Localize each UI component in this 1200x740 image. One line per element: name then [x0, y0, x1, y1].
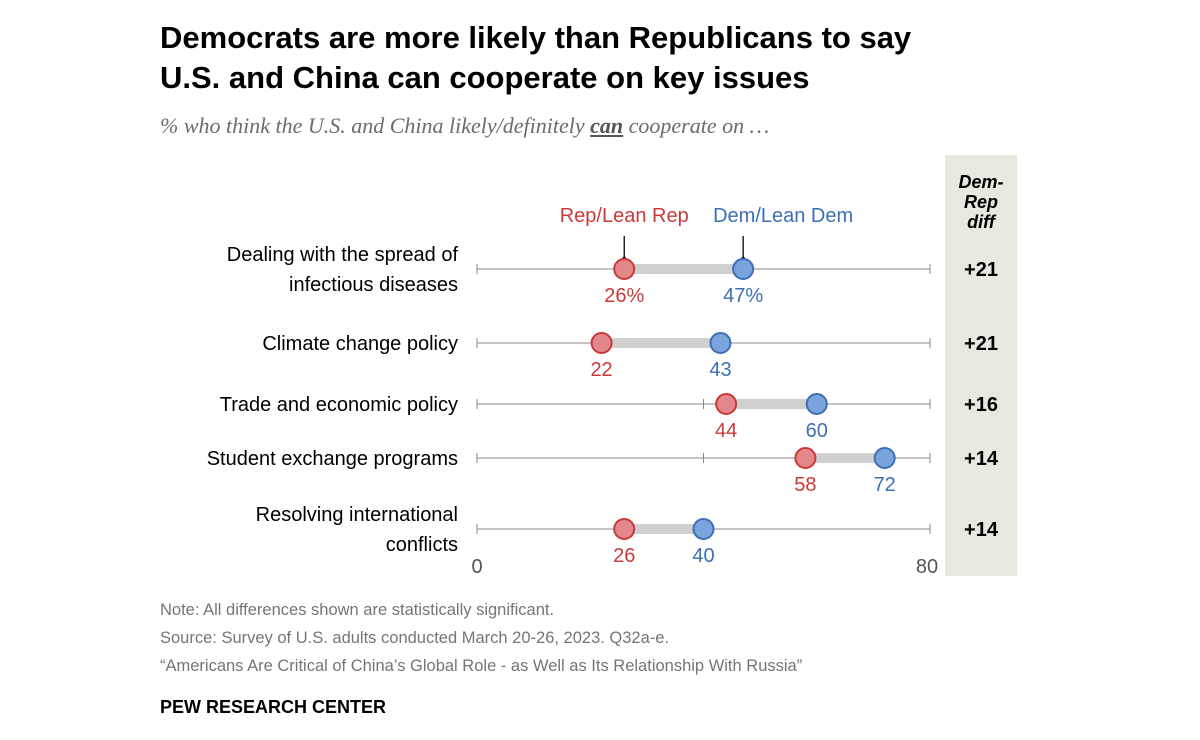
subtitle-pre: % who think the U.S. and China likely/de…: [160, 113, 591, 138]
subtitle-post: cooperate on …: [623, 113, 770, 138]
range-bar: [601, 338, 721, 348]
diff-value: +14: [964, 448, 999, 470]
legend-rep-label: Rep/Lean Rep: [560, 205, 689, 227]
dem-value-label: 60: [806, 420, 828, 442]
chart-title-line-2: U.S. and China can cooperate on key issu…: [160, 60, 810, 95]
diff-header-text: Rep: [964, 192, 998, 212]
diff-value: +14: [964, 519, 999, 541]
chart-title: Democrats are more likely than Republica…: [160, 18, 1060, 98]
chart-note: Note: All differences shown are statisti…: [160, 601, 555, 619]
dem-dot: [805, 393, 828, 415]
dem-value-label: 72: [874, 474, 896, 496]
range-bar: [805, 453, 885, 463]
x-tick-label: 0: [471, 556, 482, 578]
subtitle-emphasis: can: [590, 113, 624, 138]
range-bar: [624, 524, 704, 534]
category-label: Dealing with the spread of: [227, 244, 459, 266]
chart-title-line-1: Democrats are more likely than Republica…: [160, 20, 912, 55]
rep-value-label: 26: [613, 545, 635, 567]
diff-value: +21: [964, 333, 998, 355]
category-label: Student exchange programs: [207, 448, 458, 470]
diff-value: +21: [964, 259, 998, 281]
category-label: conflicts: [386, 534, 458, 556]
rep-dot: [613, 258, 636, 280]
rep-dot: [590, 332, 613, 354]
diff-header-text: diff: [967, 212, 997, 232]
category-label: Resolving international: [256, 504, 458, 526]
legend-dem-label: Dem/Lean Dem: [713, 205, 853, 227]
dem-dot: [709, 332, 732, 354]
rep-dot: [794, 447, 817, 469]
brand-logo-text: PEW RESEARCH CENTER: [160, 697, 387, 717]
range-bar: [624, 264, 744, 274]
rep-dot: [715, 393, 738, 415]
x-tick-label: 80: [916, 556, 938, 578]
diff-column-background: [945, 155, 1017, 576]
chart-report-title: “Americans Are Critical of China’s Globa…: [160, 657, 803, 675]
dem-value-label: 43: [709, 359, 731, 381]
rep-value-label: 44: [715, 420, 737, 442]
rep-value-label: 26%: [604, 285, 644, 307]
rep-dot: [613, 518, 636, 540]
rep-value-label: 22: [590, 359, 612, 381]
category-label: infectious diseases: [289, 274, 458, 296]
chart-source: Source: Survey of U.S. adults conducted …: [160, 629, 670, 647]
dem-dot: [692, 518, 715, 540]
dem-dot: [873, 447, 896, 469]
dem-value-label: 47%: [723, 285, 763, 307]
diff-header-text: Dem-: [958, 172, 1003, 192]
chart-subtitle: % who think the U.S. and China likely/de…: [160, 113, 1060, 139]
category-label: Climate change policy: [262, 333, 458, 355]
dem-dot: [732, 258, 755, 280]
category-label: Trade and economic policy: [220, 394, 458, 416]
range-bar: [726, 399, 817, 409]
diff-value: +16: [964, 394, 998, 416]
dem-value-label: 40: [692, 545, 714, 567]
rep-value-label: 58: [794, 474, 816, 496]
